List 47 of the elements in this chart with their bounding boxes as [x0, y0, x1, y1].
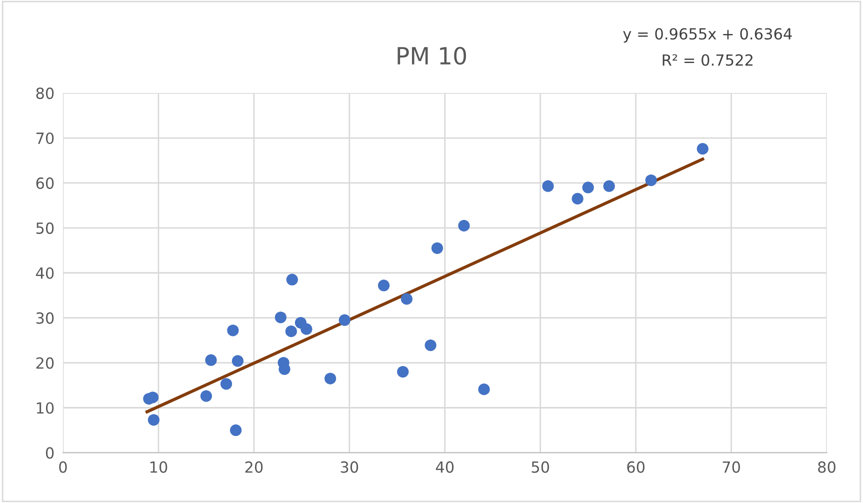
x-tick-label: 50 — [532, 461, 550, 473]
point — [285, 326, 297, 338]
point — [230, 424, 242, 436]
point — [645, 174, 657, 186]
x-tick-label: 40 — [436, 461, 454, 473]
x-tick-label: 30 — [340, 461, 358, 473]
point — [324, 372, 336, 384]
point — [542, 180, 554, 192]
point — [478, 384, 490, 396]
y-tick-label: 20 — [36, 357, 54, 369]
point — [220, 378, 232, 390]
point — [274, 312, 286, 324]
point — [227, 324, 239, 336]
y-tick-label: 10 — [36, 402, 54, 414]
y-tick-label: 60 — [36, 177, 54, 189]
point — [300, 323, 312, 335]
text: y = 0.9655x + 0.6364 — [623, 28, 792, 43]
x-tick-label: 0 — [59, 461, 67, 473]
x-tick-label: 80 — [818, 461, 836, 473]
y-tick-label: 0 — [46, 447, 54, 459]
point — [572, 192, 584, 205]
x-tick-label: 60 — [627, 461, 645, 473]
point — [286, 274, 298, 286]
text: R² = 0.7522 — [662, 54, 752, 66]
y-tick-label: 40 — [36, 267, 54, 279]
point — [205, 354, 217, 366]
point — [148, 414, 160, 426]
point — [582, 182, 594, 194]
y-tick-label: 50 — [36, 222, 54, 234]
point — [200, 390, 212, 402]
point — [378, 280, 390, 292]
point — [338, 314, 350, 326]
point — [424, 339, 436, 352]
point — [458, 220, 470, 232]
y-tick-label: 30 — [36, 312, 54, 324]
point — [603, 180, 615, 192]
point — [431, 242, 444, 254]
point — [232, 355, 244, 367]
y-tick-label: 80 — [36, 88, 54, 100]
y-tick-label: 70 — [36, 132, 54, 144]
x-tick-label: 20 — [245, 461, 263, 473]
point — [696, 142, 708, 155]
x-tick-label: 10 — [150, 461, 168, 473]
point — [397, 366, 409, 378]
x-tick-label: 70 — [722, 461, 740, 473]
point — [400, 293, 412, 305]
chart-title: PM 10 — [398, 46, 466, 65]
